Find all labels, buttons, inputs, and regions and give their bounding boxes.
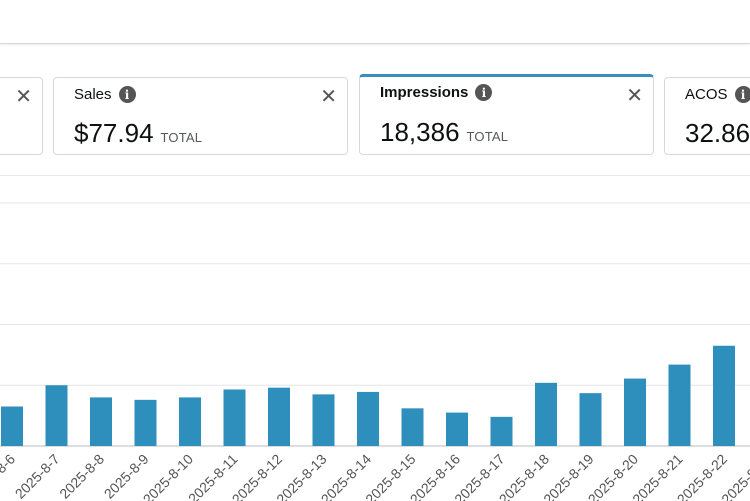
chart-bar[interactable] <box>446 412 468 446</box>
chart-bar[interactable] <box>90 397 112 446</box>
metric-card-value: 32.86 <box>685 118 750 148</box>
chart-bar[interactable] <box>134 399 157 446</box>
chart-bar[interactable] <box>1 406 23 446</box>
chart-bar[interactable] <box>357 391 379 446</box>
close-icon[interactable]: ✕ <box>320 84 337 108</box>
metric-card-label: ACOS <box>685 86 728 103</box>
info-icon[interactable]: i <box>475 84 493 101</box>
chart-bar[interactable] <box>579 393 602 446</box>
chart-bar[interactable] <box>624 378 646 446</box>
close-icon[interactable]: ✕ <box>15 84 32 108</box>
chart-bar[interactable] <box>268 387 290 446</box>
chart-bar[interactable] <box>223 389 246 446</box>
impressions-bar-chart: 2025-8-62025-8-72025-8-82025-8-92025-8-1… <box>0 202 750 501</box>
metric-card-partial[interactable]: ✕ <box>0 77 43 155</box>
metric-card-unit: TOTAL <box>160 130 203 145</box>
metric-card-value: $77.94 <box>74 118 154 148</box>
chart-bar[interactable] <box>668 364 691 446</box>
info-icon[interactable]: i <box>118 86 136 103</box>
metric-card-unit: TOTAL <box>466 129 509 144</box>
chart-bar[interactable] <box>535 382 557 446</box>
metric-card-value: 18,386 <box>380 117 460 147</box>
chart-bar[interactable] <box>401 408 424 446</box>
metric-card-label: Sales <box>74 86 112 103</box>
chart-area: 2025-8-6 2025-8-7 2025-8-8 2025-8-9 2025-8-1… <box>0 175 750 501</box>
metric-card-acos[interactable]: ACOS i 32.86 <box>664 77 750 155</box>
metric-card-sales[interactable]: Sales i ✕ $77.94 TOTAL <box>53 77 348 155</box>
chart-bar[interactable] <box>490 416 513 446</box>
x-tick-label: 2025-8-8 <box>56 451 107 501</box>
chart-bar[interactable] <box>45 385 68 446</box>
top-bar <box>0 0 750 44</box>
x-tick-label: 2025-8-7 <box>12 451 63 501</box>
close-icon[interactable]: ✕ <box>626 83 643 107</box>
chart-bar[interactable] <box>312 394 335 446</box>
metric-card-label: Impressions <box>380 84 469 101</box>
chart-bar[interactable] <box>179 397 201 446</box>
info-icon[interactable]: i <box>734 86 750 103</box>
metric-card-impressions[interactable]: Impressions i ✕ 18,386 TOTAL <box>359 74 654 155</box>
chart-bar[interactable] <box>713 345 735 446</box>
